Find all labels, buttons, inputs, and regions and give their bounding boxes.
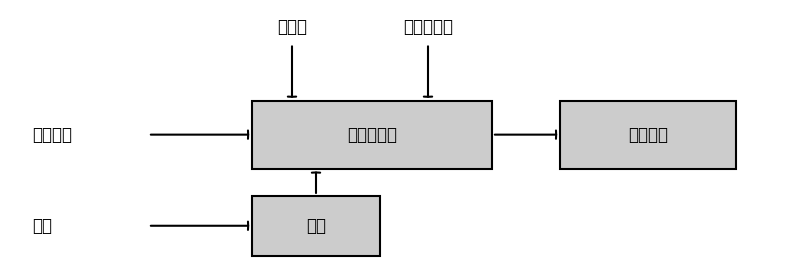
Text: 接种物: 接种物 [277, 18, 307, 36]
Text: 粉碎: 粉碎 [306, 217, 326, 235]
Bar [252, 196, 380, 256]
Text: 秸秆: 秸秆 [32, 217, 52, 235]
Bar [560, 101, 736, 169]
Text: 沼气收集: 沼气收集 [628, 126, 668, 144]
Bar [252, 101, 492, 169]
Text: 厌氧发酵罐: 厌氧发酵罐 [347, 126, 397, 144]
Text: 微生物菌剂: 微生物菌剂 [403, 18, 453, 36]
Text: 新鲜鸡粪: 新鲜鸡粪 [32, 126, 72, 144]
